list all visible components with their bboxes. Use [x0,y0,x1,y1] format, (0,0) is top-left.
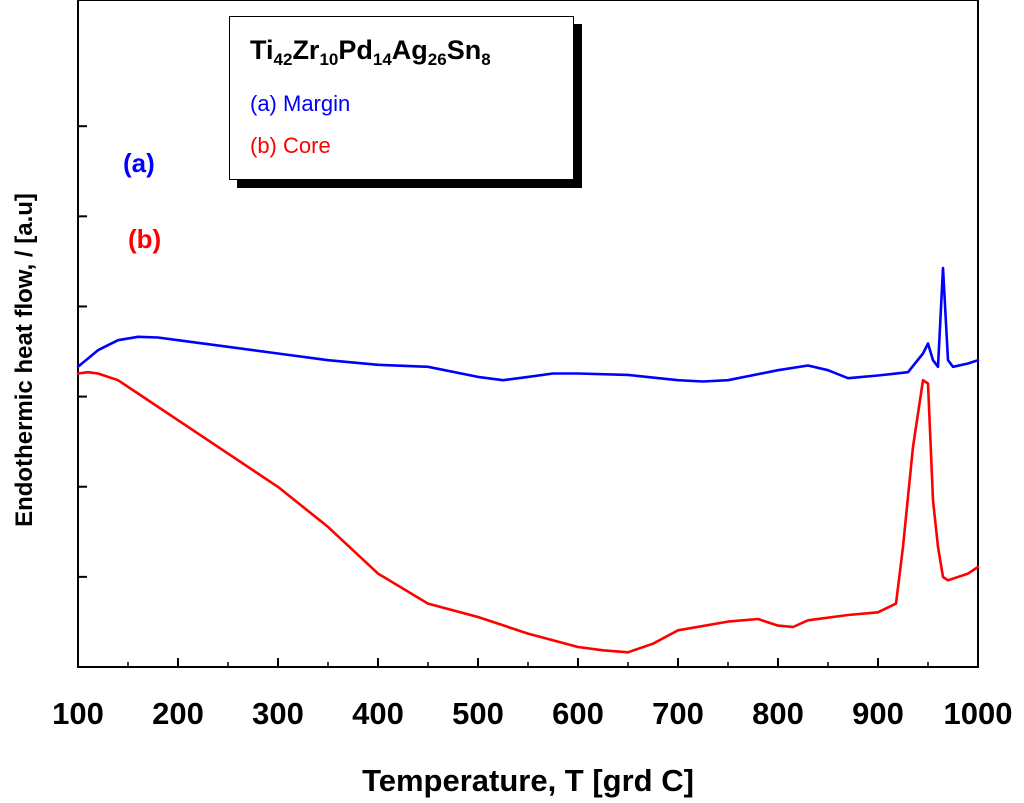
legend-title-element: Sn [446,35,482,65]
x-tick-label-300: 300 [252,696,304,731]
x-axis-title: Temperature, T [grd C] [362,763,694,798]
legend-title-element: Ag [391,35,428,65]
x-tick-label-900: 900 [852,696,904,731]
legend: Ti42Zr10Pd14Ag26Sn8 (a) Margin (b) Core [229,16,574,180]
plot-area: 100 200 300 400 500 600 700 800 900 1000 [52,0,1012,731]
legend-title-element: Ti [250,35,274,65]
x-tick-label-400: 400 [352,696,404,731]
legend-entry-margin: (a) Margin [250,91,351,116]
legend-title-subscript: 26 [427,50,447,69]
series-line-core [76,370,980,654]
legend-title-subscript: 14 [372,50,392,69]
legend-title-subscript: 10 [319,50,339,69]
series-tag-b: (b) [128,224,162,254]
x-tick-label-100: 100 [52,696,104,731]
legend-title-subscript: 8 [481,50,491,69]
y-axis-title: Endothermic heat flow, / [a.u] [11,193,38,527]
legend-title-subscript: 42 [273,50,293,69]
y-axis-ticks [78,125,87,578]
x-tick-label-700: 700 [652,696,704,731]
legend-title: Ti42Zr10Pd14Ag26Sn8 [250,35,491,69]
x-tick-label-200: 200 [152,696,204,731]
x-axis-ticks: 100 200 300 400 500 600 700 800 900 1000 [52,658,1012,731]
series-layer [76,266,980,654]
x-tick-label-1000: 1000 [944,696,1013,731]
legend-title-element: Pd [338,35,373,65]
x-tick-label-600: 600 [552,696,604,731]
legend-title-element: Zr [292,35,320,65]
x-tick-label-500: 500 [452,696,504,731]
x-tick-label-800: 800 [752,696,804,731]
legend-entry-core: (b) Core [250,133,331,158]
series-tag-a: (a) [123,148,155,178]
series-line-margin [76,266,980,383]
